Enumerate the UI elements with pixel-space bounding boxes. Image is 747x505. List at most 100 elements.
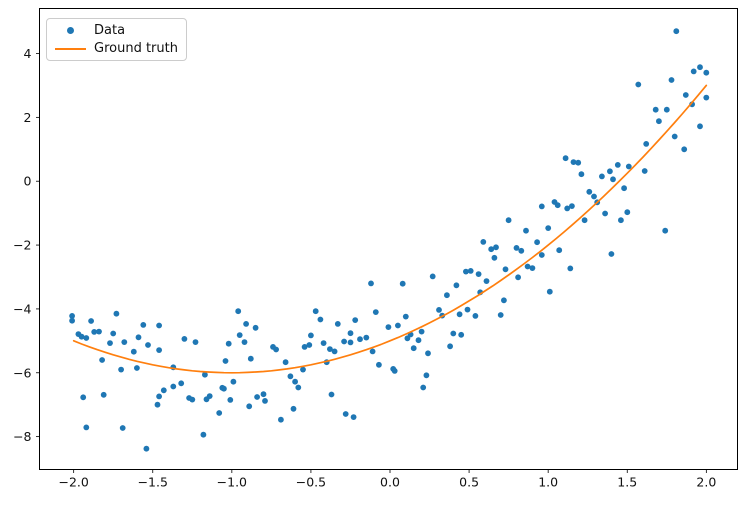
x-tick-label: −1.0 (217, 475, 247, 490)
x-tick-label: −1.5 (138, 475, 168, 490)
data-point (546, 288, 553, 295)
data-point (100, 391, 107, 398)
data-point (673, 28, 680, 35)
data-point (160, 387, 167, 394)
ground-truth-line-icon (54, 47, 86, 50)
data-point (236, 332, 243, 338)
data-point (641, 168, 648, 174)
data-point (564, 205, 571, 212)
data-point (83, 335, 90, 341)
data-point (334, 321, 341, 327)
data-point (586, 188, 593, 195)
data-point (488, 246, 495, 253)
y-tick-label: −8 (13, 429, 31, 444)
x-tick-label: 1.5 (617, 475, 637, 490)
data-point (222, 358, 229, 364)
data-point (524, 263, 531, 270)
data-point (501, 297, 507, 304)
data-point (402, 313, 409, 320)
data-point (221, 385, 227, 392)
data-point (246, 403, 253, 410)
data-point (538, 203, 545, 210)
data-point (436, 307, 442, 313)
data-point (376, 361, 382, 368)
x-tick-label: 2.0 (696, 475, 716, 490)
data-point (121, 339, 128, 345)
data-point (327, 346, 333, 352)
data-point (523, 227, 529, 234)
data-point (493, 244, 499, 251)
data-point (352, 317, 359, 323)
data-point (420, 384, 427, 391)
data-point (467, 268, 474, 274)
legend-label-ground-truth: Ground truth (94, 41, 178, 57)
data-point (328, 391, 335, 398)
data-point (278, 416, 284, 423)
data-point (119, 425, 126, 431)
data-point (312, 308, 319, 315)
data-point (697, 123, 703, 130)
data-point (656, 118, 662, 125)
scatter-points (69, 28, 710, 452)
x-tick-label: 1.0 (538, 475, 558, 490)
data-point (447, 343, 453, 350)
data-point (483, 278, 490, 284)
data-point (230, 378, 237, 385)
data-point (682, 92, 689, 98)
x-tick-label: 0.5 (459, 475, 479, 490)
x-tick-label: −2.0 (58, 475, 88, 490)
data-point (570, 159, 577, 166)
y-axis-ticks: −8 −6 −4 −2 0 2 4 (13, 46, 40, 444)
data-point (290, 405, 297, 412)
y-tick-label: 4 (24, 46, 32, 61)
data-point (610, 176, 616, 183)
data-point (206, 393, 213, 399)
data-point (181, 336, 188, 342)
data-point (80, 394, 87, 401)
data-point (83, 424, 90, 431)
y-tick-label: −6 (13, 365, 31, 380)
ground-truth-curve (72, 84, 708, 374)
data-point (668, 77, 675, 83)
data-point (599, 173, 605, 180)
data-point (554, 202, 561, 209)
data-point (575, 159, 582, 166)
data-point (418, 328, 425, 335)
data-point (475, 271, 482, 277)
data-point (607, 168, 613, 175)
data-point (140, 322, 147, 328)
data-point (192, 339, 199, 345)
data-point (662, 227, 669, 234)
data-point (556, 247, 563, 254)
data-point (618, 217, 624, 224)
data-point (581, 217, 588, 224)
data-point (515, 274, 521, 281)
data-point (569, 203, 575, 210)
data-point (602, 210, 608, 217)
data-point (347, 339, 354, 346)
data-point (320, 340, 327, 346)
data-point (625, 163, 632, 170)
data-point (156, 347, 163, 353)
data-point (287, 373, 294, 380)
data-point (260, 391, 267, 398)
x-tick-label: −0.5 (296, 475, 326, 490)
data-point (456, 311, 463, 318)
data-point (252, 324, 259, 331)
data-point (369, 348, 376, 355)
data-point (254, 394, 260, 400)
data-point (464, 306, 471, 313)
data-point (410, 345, 417, 352)
y-tick-label: 2 (24, 110, 32, 125)
data-point (69, 317, 75, 324)
data-point (614, 162, 621, 168)
data-point (429, 273, 436, 280)
data-point (458, 331, 465, 338)
data-point (545, 225, 552, 232)
data-point (295, 384, 302, 391)
data-point (118, 366, 124, 373)
data-point (347, 330, 354, 337)
data-point (697, 64, 703, 71)
data-point (415, 337, 422, 344)
x-tick-label: 0.0 (380, 475, 400, 490)
